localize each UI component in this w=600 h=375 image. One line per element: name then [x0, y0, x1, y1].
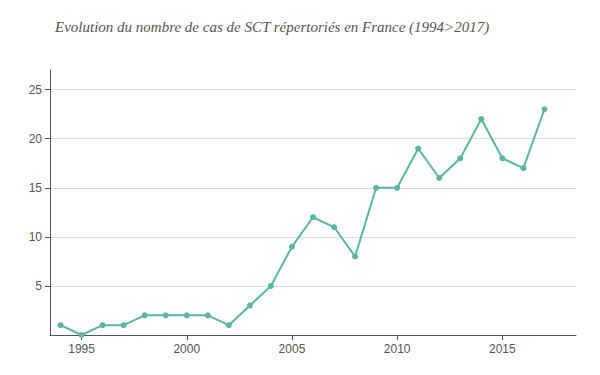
- svg-text:2000: 2000: [173, 342, 200, 356]
- svg-text:5: 5: [35, 279, 42, 293]
- svg-text:15: 15: [29, 181, 43, 195]
- svg-text:2015: 2015: [489, 342, 516, 356]
- svg-text:10: 10: [29, 230, 43, 244]
- svg-text:25: 25: [29, 83, 43, 97]
- svg-text:2010: 2010: [384, 342, 411, 356]
- svg-text:Evolution du nombre de cas de: Evolution du nombre de cas de SCT répert…: [54, 19, 489, 36]
- svg-text:20: 20: [29, 132, 43, 146]
- svg-text:1995: 1995: [68, 342, 95, 356]
- svg-text:2005: 2005: [279, 342, 306, 356]
